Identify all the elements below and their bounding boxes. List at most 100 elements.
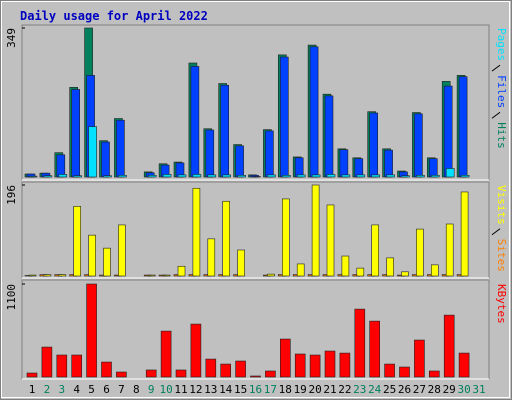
bar <box>311 184 320 277</box>
bar <box>207 238 216 277</box>
y-tick-label: 349 <box>5 28 18 48</box>
bar <box>414 113 423 178</box>
bar <box>414 339 425 378</box>
bar <box>116 371 127 378</box>
bar <box>71 89 80 178</box>
bar <box>192 174 202 178</box>
bar <box>339 352 351 378</box>
bar <box>326 174 336 178</box>
bar <box>354 308 366 378</box>
bar <box>460 191 469 277</box>
y-tick-label: 1100 <box>5 284 18 311</box>
bar <box>71 354 82 378</box>
bar <box>103 175 112 178</box>
x-tick-label: 18 <box>279 383 292 396</box>
panel <box>21 181 490 279</box>
bar <box>324 350 336 378</box>
x-tick-label: 2 <box>44 383 51 396</box>
bar <box>28 274 37 277</box>
bar <box>175 369 187 378</box>
bar <box>118 174 127 178</box>
bar <box>190 66 200 178</box>
bar <box>73 206 81 277</box>
bar <box>326 204 335 277</box>
x-tick-label: 26 <box>398 383 411 396</box>
x-tick-label: 17 <box>264 383 277 396</box>
bar <box>341 255 350 277</box>
bar <box>162 274 171 277</box>
x-tick-label: 3 <box>58 383 65 396</box>
x-tick-label: 16 <box>249 383 262 396</box>
bar <box>324 95 334 178</box>
bar <box>294 157 304 178</box>
x-tick-label: 31 <box>472 383 485 396</box>
x-tick-label: 1 <box>29 383 36 396</box>
x-tick-label: 6 <box>103 383 110 396</box>
bar <box>88 126 97 178</box>
bar <box>101 361 112 378</box>
legend-label: KBytes <box>495 284 508 324</box>
bar <box>445 223 454 277</box>
bar <box>58 274 67 277</box>
bar <box>281 198 290 277</box>
bar <box>101 141 110 178</box>
bar <box>235 145 244 178</box>
bar <box>265 370 276 378</box>
bar <box>118 224 126 277</box>
x-tick-label: 10 <box>159 383 172 396</box>
bar <box>384 363 395 378</box>
bar <box>354 158 364 178</box>
bar <box>116 119 125 178</box>
legend-label: Hits <box>495 122 508 149</box>
legend-separator <box>491 64 501 72</box>
x-tick-label: 15 <box>234 383 247 396</box>
bar <box>267 174 276 178</box>
bar <box>428 370 440 378</box>
bar <box>386 174 395 178</box>
bar <box>41 346 53 378</box>
bar <box>356 267 365 277</box>
x-tick-label: 8 <box>133 383 140 396</box>
legend-label: Files <box>495 75 508 108</box>
bar <box>401 271 409 277</box>
x-tick-label: 23 <box>353 383 366 396</box>
bar <box>371 224 380 277</box>
bar <box>235 360 246 378</box>
bar <box>443 85 453 178</box>
bar <box>222 200 230 277</box>
bar <box>386 257 394 277</box>
bar <box>207 174 217 178</box>
x-tick-label: 14 <box>219 383 233 396</box>
bar <box>237 249 245 277</box>
x-tick-label: 28 <box>428 383 441 396</box>
bar <box>279 56 289 178</box>
bar <box>369 320 381 378</box>
bar <box>339 149 349 178</box>
bar <box>177 174 187 178</box>
bar <box>401 175 410 178</box>
legend-label: Pages <box>495 28 508 61</box>
bar <box>416 174 425 178</box>
x-tick-label: 4 <box>73 383 80 396</box>
bar <box>369 112 379 178</box>
legend-separator <box>491 228 501 236</box>
x-tick-label: 21 <box>323 383 336 396</box>
bar <box>296 174 306 178</box>
bar <box>205 358 217 378</box>
legend-label: Visits <box>495 185 508 225</box>
panel <box>21 279 490 380</box>
x-tick-label: 7 <box>118 383 125 396</box>
bar <box>311 174 321 178</box>
bar <box>222 174 231 178</box>
bar <box>58 174 68 178</box>
bar <box>296 263 305 277</box>
bar <box>160 330 172 378</box>
x-tick-label: 24 <box>368 383 382 396</box>
bar <box>250 375 261 378</box>
bar <box>445 168 455 178</box>
bar <box>384 149 393 178</box>
bar <box>28 175 38 178</box>
bar <box>177 265 186 277</box>
x-tick-label: 30 <box>457 383 470 396</box>
